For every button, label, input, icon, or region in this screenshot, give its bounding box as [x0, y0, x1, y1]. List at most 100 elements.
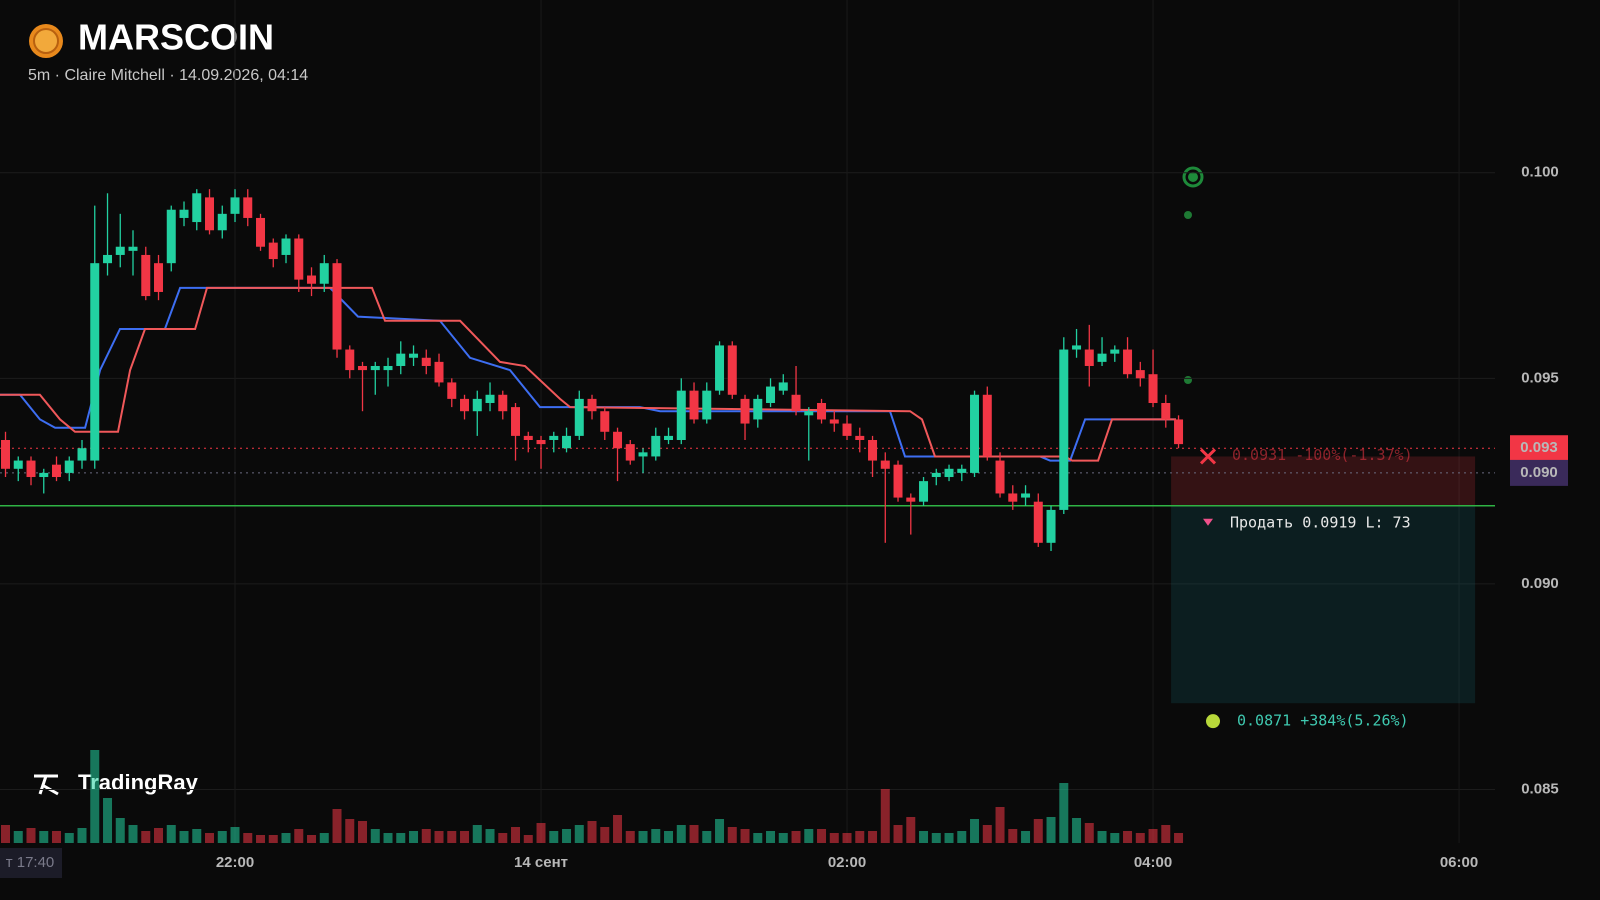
candle-body: [39, 472, 49, 478]
volume-bar: [345, 819, 355, 843]
candle-body: [625, 444, 635, 461]
candle-body: [574, 398, 584, 436]
candle-body: [358, 365, 368, 371]
candle-body: [970, 394, 980, 473]
candle-body: [842, 423, 852, 436]
candle-body: [26, 460, 36, 478]
candle-body: [1084, 349, 1094, 366]
volume-bar: [1097, 831, 1107, 843]
candle-body: [307, 275, 317, 284]
stop-icon: [1199, 448, 1217, 465]
candle-body: [205, 197, 215, 231]
candle-body: [217, 213, 227, 231]
candle-body: [880, 460, 890, 469]
signal-marker: [1188, 172, 1198, 182]
candle-body: [472, 398, 482, 412]
volume-bar: [727, 827, 737, 843]
volume-bar: [893, 825, 903, 843]
crosshair-label: т 17:40: [6, 854, 55, 871]
volume-bar: [1008, 829, 1018, 843]
volume-bar: [638, 831, 648, 843]
volume-bar: [154, 828, 164, 843]
volume-bar: [141, 831, 151, 843]
candle-body: [154, 263, 164, 292]
volume-bar: [205, 833, 215, 843]
chart-subtitle: 5m · Claire Mitchell · 14.09.2026, 04:14: [28, 67, 308, 84]
candle-body: [919, 481, 929, 502]
target-icon: [1206, 714, 1220, 729]
candle-body: [1110, 349, 1120, 354]
candle-body: [128, 246, 138, 251]
candle-body: [957, 468, 967, 473]
target-label: 0.0871 +384%(5.26%): [1237, 712, 1409, 730]
x-tick-label: 22:00: [216, 854, 254, 871]
volume-bar: [957, 831, 967, 843]
candle-body: [294, 238, 304, 280]
entry-label: Продать 0.0919 L: 73: [1230, 513, 1411, 531]
volume-bar: [817, 829, 827, 843]
volume-bar: [549, 831, 559, 843]
target-zone: [1171, 505, 1476, 704]
candle-body: [485, 394, 495, 403]
candle-body: [715, 345, 725, 391]
volume-bar: [829, 833, 839, 843]
volume-bar: [651, 829, 661, 843]
signal-marker: [1182, 166, 1204, 188]
volume-bar: [64, 833, 74, 843]
volume-bar: [906, 817, 916, 843]
volume-bar: [842, 833, 852, 843]
volume-bar: [472, 825, 482, 843]
volume-bar: [128, 825, 138, 843]
volume-bar: [1135, 833, 1145, 843]
volume-bar: [192, 829, 202, 843]
candle-body: [587, 398, 597, 412]
volume-bar: [715, 819, 725, 843]
candle-body: [1123, 349, 1133, 375]
candle-body: [1135, 370, 1145, 379]
candle-body: [778, 382, 788, 391]
candle-body: [141, 254, 151, 297]
volume-bar: [307, 835, 317, 843]
candle-body: [1059, 349, 1069, 510]
candle-body: [64, 460, 74, 473]
volume-bar: [676, 825, 686, 843]
volume-bar: [702, 831, 712, 843]
volume-bar: [179, 831, 189, 843]
candle-body: [1021, 493, 1031, 498]
volume-bar: [1148, 829, 1158, 843]
volume-bar: [217, 831, 227, 843]
volume-bar: [613, 815, 623, 843]
volume-bar: [919, 831, 929, 843]
volume-bar: [511, 827, 521, 843]
volume-bar: [1033, 819, 1043, 843]
volume-bar: [1021, 831, 1031, 843]
volume-bar: [574, 825, 584, 843]
volume-bar: [166, 825, 176, 843]
volume-bar: [268, 835, 278, 843]
volume-bar: [370, 829, 380, 843]
volume-bar: [855, 831, 865, 843]
volume-bar: [26, 828, 36, 843]
volume-bar: [281, 833, 291, 843]
candle-body: [192, 193, 202, 223]
volume-bar: [1174, 833, 1184, 843]
candle-body: [370, 365, 380, 371]
candle-body: [906, 497, 916, 502]
volume-bar: [791, 831, 801, 843]
volume-bar: [294, 829, 304, 843]
volume-bar: [1110, 833, 1120, 843]
volume-bar: [90, 750, 100, 843]
candle-body: [166, 209, 176, 264]
volume-bar: [409, 831, 419, 843]
volume-bar: [766, 831, 776, 843]
overlay-layer: 0.100 0.095 0.090 0.085 22:00 14 сент 02:00 04:…: [216, 164, 1568, 871]
candle-body: [460, 398, 470, 412]
volume-bar: [421, 829, 431, 843]
price-tag-label: 0.093: [1520, 439, 1558, 456]
candle-body: [817, 402, 827, 420]
candle-body: [1046, 509, 1056, 543]
candle-body: [995, 460, 1005, 494]
crosshair-label-box: [0, 848, 62, 878]
price-tag: [1510, 435, 1568, 462]
